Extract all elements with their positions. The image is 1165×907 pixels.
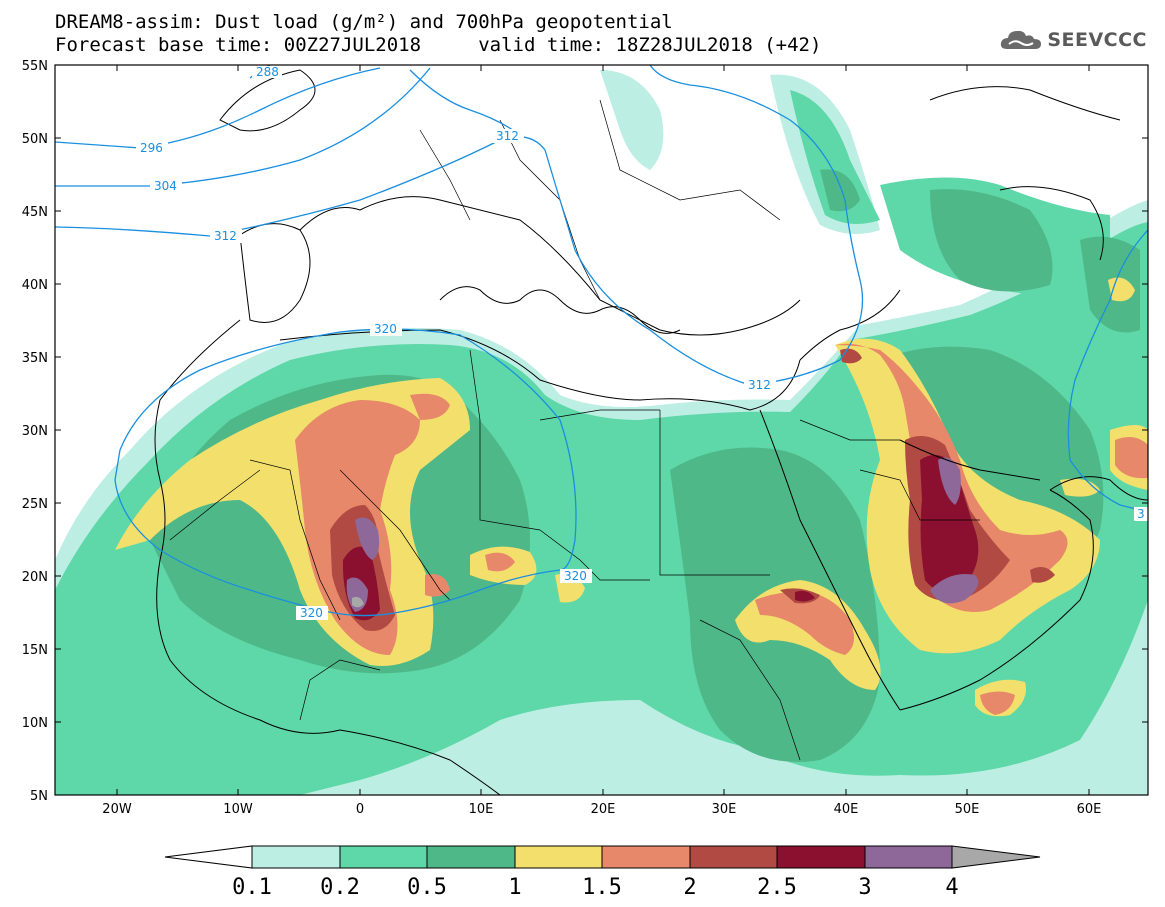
dust-area — [410, 393, 450, 420]
colorbar-label: 1.5 — [582, 875, 622, 900]
colorbar-segment — [514, 845, 603, 869]
lat-tick-label: 40N — [22, 278, 48, 293]
contour-label: 296 — [140, 141, 163, 155]
contour-labels: 288 296 304 312 312 312 320 320 320 3 — [136, 65, 1148, 620]
dust-area — [600, 70, 664, 170]
contour-label: 304 — [154, 179, 177, 193]
lon-tick-label: 30E — [712, 802, 737, 817]
lon-tick-label: 50E — [955, 802, 980, 817]
lon-tick-label: 10W — [223, 802, 253, 817]
longitude-axis: 20W 10W 0 10E 20E 30E 40E 50E 60E — [102, 65, 1101, 817]
contour-label: 312 — [214, 229, 237, 243]
map-subtitle: Forecast base time: 00Z27JUL2018 valid t… — [55, 34, 822, 56]
lat-tick-label: 25N — [22, 497, 48, 512]
lon-tick-label: 20W — [102, 802, 132, 817]
dust-area — [1030, 566, 1055, 583]
colorbar-label: 4 — [945, 875, 958, 900]
colorbar-legend: 0.1 0.2 0.5 1 1.5 2 2.5 3 4 — [164, 845, 1041, 900]
colorbar-label: 2.5 — [757, 875, 797, 900]
lat-tick-label: 5N — [30, 789, 48, 804]
colorbar-segment — [251, 845, 341, 869]
contour-label: 320 — [300, 606, 323, 620]
colorbar-label: 0.2 — [320, 875, 360, 900]
seevccc-logo: SEEVCCC — [999, 27, 1147, 53]
colorbar-segment — [689, 845, 778, 869]
dust-area — [355, 517, 380, 560]
colorbar-label: 0.1 — [232, 875, 272, 900]
dust-area — [352, 596, 364, 608]
lon-tick-label: 0 — [356, 802, 364, 817]
lat-tick-label: 55N — [22, 59, 48, 74]
map-title: DREAM8-assim: Dust load (g/m²) and 700hP… — [55, 11, 673, 33]
colorbar-label: 0.5 — [407, 875, 447, 900]
lat-tick-label: 10N — [22, 716, 48, 731]
geopotential-contours — [55, 65, 1148, 617]
cloud-icon — [1001, 30, 1042, 49]
dust-area — [795, 590, 815, 602]
colorbar-lower-arrow — [164, 845, 253, 869]
lon-tick-label: 10E — [469, 802, 494, 817]
contour-label: 288 — [256, 65, 279, 79]
dust-area — [820, 169, 860, 212]
colorbar-label: 3 — [858, 875, 871, 900]
dust-area — [930, 574, 979, 604]
lat-tick-label: 45N — [22, 205, 48, 220]
colorbar-segment — [426, 845, 516, 869]
contour-label: 320 — [374, 322, 397, 336]
dust-area — [938, 457, 961, 505]
dust-area — [980, 691, 1015, 715]
contour-label: 312 — [496, 129, 519, 143]
logo-text: SEEVCCC — [1047, 29, 1147, 51]
colorbar-segment — [339, 845, 428, 869]
contour-label: 3 — [1137, 507, 1145, 521]
lat-tick-label: 15N — [22, 643, 48, 658]
lat-tick-label: 20N — [22, 570, 48, 585]
dust-area — [920, 455, 979, 592]
colorbar-segment — [864, 845, 953, 869]
lat-tick-label: 35N — [22, 351, 48, 366]
colorbar-segment — [601, 845, 691, 869]
coastlines — [154, 69, 1148, 795]
contour-label: 312 — [748, 378, 771, 392]
colorbar-upper-arrow — [951, 845, 1041, 869]
lat-tick-label: 30N — [22, 424, 48, 439]
lon-tick-label: 60E — [1077, 802, 1102, 817]
dust-area — [790, 90, 880, 224]
dust-area — [485, 552, 515, 572]
colorbar-label: 1 — [508, 875, 521, 900]
lon-tick-label: 20E — [591, 802, 616, 817]
dust-area — [425, 574, 450, 597]
colorbar-label: 2 — [683, 875, 696, 900]
lon-tick-label: 40E — [834, 802, 859, 817]
colorbar-segment — [776, 845, 866, 869]
latitude-axis: 55N 50N 45N 40N 35N 30N 25N 20N 15N 10N … — [22, 59, 1148, 804]
contour-label: 320 — [564, 569, 587, 583]
lat-tick-label: 50N — [22, 132, 48, 147]
dust-area — [1115, 436, 1148, 479]
dust-area — [755, 591, 854, 655]
map-plot-area: 288 296 304 312 312 312 320 320 320 3 — [55, 65, 1148, 795]
dust-area — [930, 189, 1053, 292]
dust-level-4 — [352, 596, 364, 608]
